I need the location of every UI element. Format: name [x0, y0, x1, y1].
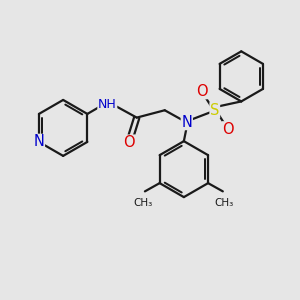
Text: CH₃: CH₃	[134, 198, 153, 208]
Text: O: O	[222, 122, 234, 137]
Text: N: N	[34, 134, 44, 149]
Text: NH: NH	[98, 98, 117, 111]
Text: S: S	[210, 103, 220, 118]
Text: O: O	[124, 135, 135, 150]
Text: CH₃: CH₃	[215, 198, 234, 208]
Text: N: N	[182, 115, 192, 130]
Text: O: O	[196, 84, 207, 99]
